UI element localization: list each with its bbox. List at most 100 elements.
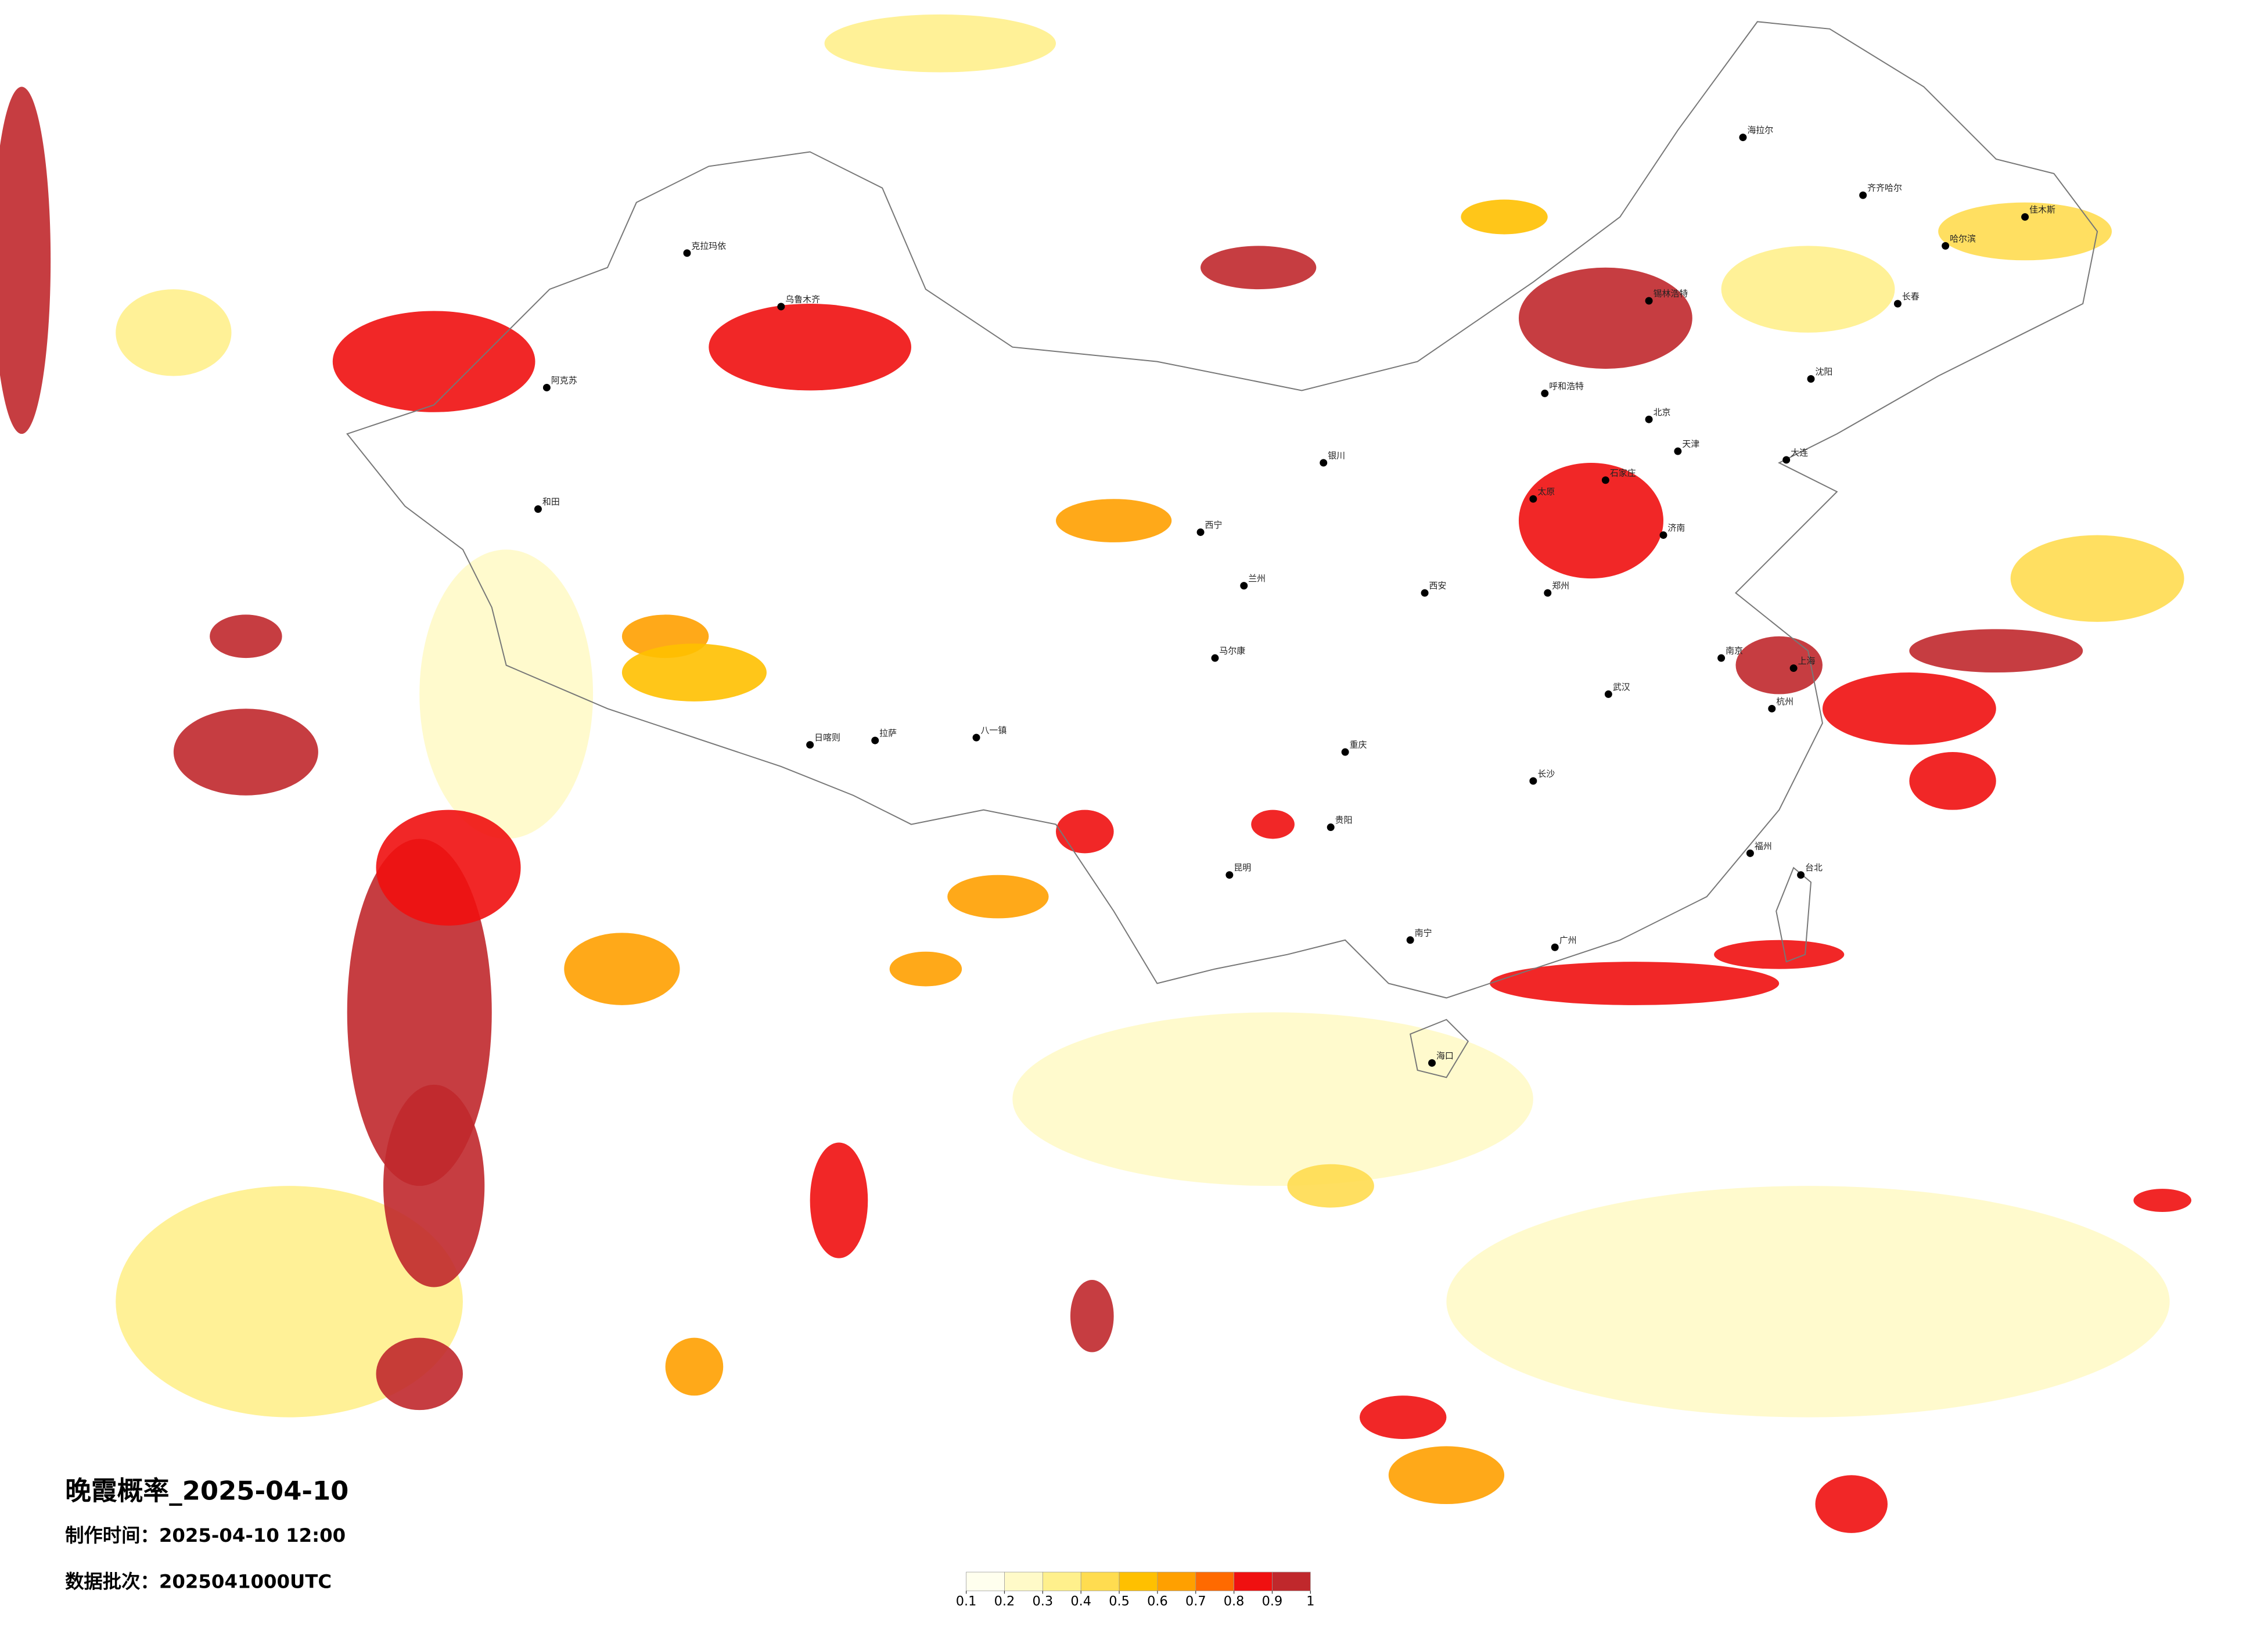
probability-field — [0, 14, 2192, 1533]
probability-blob — [1815, 1475, 1888, 1533]
probability-blob — [1518, 462, 1663, 579]
city-label: 哈尔滨 — [1950, 233, 1976, 244]
probability-blob — [889, 951, 962, 987]
probability-blob — [1388, 1446, 1505, 1505]
probability-blob — [1735, 636, 1823, 695]
city-dot — [1327, 823, 1335, 832]
colorbar: 0.1 0.2 0.3 0.4 0.5 0.6 0.7 0.8 0.9 1 — [956, 1571, 1314, 1609]
city-label: 拉萨 — [879, 728, 897, 739]
city-dot — [1529, 495, 1537, 503]
probability-blob — [1909, 752, 1996, 810]
city-label: 八一镇 — [981, 725, 1007, 736]
city-dot — [777, 303, 785, 311]
city-label: 贵阳 — [1335, 815, 1353, 825]
colorbar-label: 0.9 — [1262, 1593, 1283, 1609]
city-dot — [1739, 134, 1747, 142]
probability-blob — [173, 708, 318, 796]
city-dot — [1645, 415, 1653, 423]
city-dot — [1782, 456, 1791, 464]
city-dot — [1893, 300, 1902, 308]
city-label: 海口 — [1436, 1051, 1454, 1061]
city-dot — [972, 733, 980, 742]
city-dot — [1541, 389, 1549, 397]
city-label: 大连 — [1791, 447, 1808, 458]
city-label: 郑州 — [1552, 581, 1569, 591]
probability-blob — [376, 1337, 463, 1411]
made-time: 制作时间：2025-04-10 12:00 — [65, 1524, 346, 1546]
city-label: 西宁 — [1205, 520, 1223, 530]
city-label: 台北 — [1805, 862, 1823, 873]
city-label: 南京 — [1726, 646, 1743, 656]
city-label: 重庆 — [1350, 740, 1367, 750]
probability-blob — [376, 810, 521, 926]
city-label: 乌鲁木齐 — [785, 294, 820, 305]
probability-blob — [564, 933, 680, 1005]
probability-blob — [1201, 246, 1317, 290]
city-dot — [1645, 297, 1653, 305]
city-label: 北京 — [1654, 407, 1671, 418]
colorbar-swatch — [966, 1571, 1005, 1591]
probability-blob — [1012, 1012, 1533, 1186]
taiwan — [1775, 866, 1812, 963]
city-label: 日喀则 — [814, 732, 840, 743]
probability-blob — [1714, 940, 1845, 969]
city-dot — [1859, 191, 1867, 199]
colorbar-label: 0.6 — [1147, 1593, 1168, 1609]
colorbar-swatch — [1272, 1571, 1311, 1591]
city-dot — [534, 505, 542, 513]
city-label: 海拉尔 — [1747, 125, 1773, 135]
city-label: 齐齐哈尔 — [1867, 183, 1902, 193]
city-label: 和田 — [542, 497, 560, 507]
city-dot — [1421, 589, 1429, 597]
city-label: 佳木斯 — [2029, 204, 2055, 215]
city-label: 马尔康 — [1219, 646, 1245, 656]
probability-blob — [210, 614, 282, 659]
colorbar-label: 0.7 — [1185, 1593, 1206, 1609]
city-dot — [1196, 528, 1205, 536]
probability-blob — [1721, 246, 1895, 333]
city-dot — [1341, 748, 1349, 756]
probability-blob — [665, 1337, 724, 1396]
probability-blob — [824, 14, 1056, 73]
probability-blob — [1070, 1280, 1114, 1352]
batch: 数据批次：2025041000UTC — [65, 1570, 332, 1592]
probability-blob — [116, 289, 232, 376]
city-dot — [2021, 213, 2029, 221]
city-dot — [1807, 375, 1815, 383]
city-dot — [806, 741, 814, 749]
probability-blob — [1287, 1164, 1374, 1208]
probability-blob — [1360, 1395, 1447, 1439]
city-dot — [1240, 582, 1248, 590]
colorbar-swatch — [1080, 1571, 1120, 1591]
city-dot — [871, 736, 879, 744]
probability-blob — [709, 303, 911, 391]
city-dot — [1789, 664, 1798, 672]
probability-blob — [1938, 202, 2112, 261]
city-dot — [1551, 943, 1559, 951]
city-label: 呼和浩特 — [1549, 381, 1584, 391]
colorbar-label: 1 — [1306, 1593, 1314, 1609]
city-dot — [1674, 447, 1682, 455]
probability-blob — [0, 87, 51, 434]
colorbar-label: 0.3 — [1033, 1593, 1054, 1609]
colorbar-swatch — [1234, 1571, 1273, 1591]
city-label: 广州 — [1559, 935, 1577, 945]
city-label: 长春 — [1902, 292, 1920, 302]
probability-blob — [1056, 810, 1114, 854]
city-dot — [1406, 936, 1414, 944]
probability-blob — [2133, 1189, 2192, 1212]
probability-blob — [332, 311, 535, 412]
colorbar-label: 0.8 — [1224, 1593, 1245, 1609]
probability-blob — [947, 875, 1049, 919]
city-dot — [1942, 242, 1950, 250]
city-dot — [1717, 654, 1726, 662]
city-dot — [1544, 589, 1552, 597]
probability-blob — [1909, 629, 2083, 673]
probability-blob — [1446, 1186, 2170, 1418]
colorbar-label: 0.5 — [1109, 1593, 1130, 1609]
city-label: 济南 — [1667, 523, 1685, 533]
probability-blob — [116, 1186, 463, 1418]
city-dot — [1529, 777, 1537, 785]
city-dot — [1604, 690, 1612, 698]
